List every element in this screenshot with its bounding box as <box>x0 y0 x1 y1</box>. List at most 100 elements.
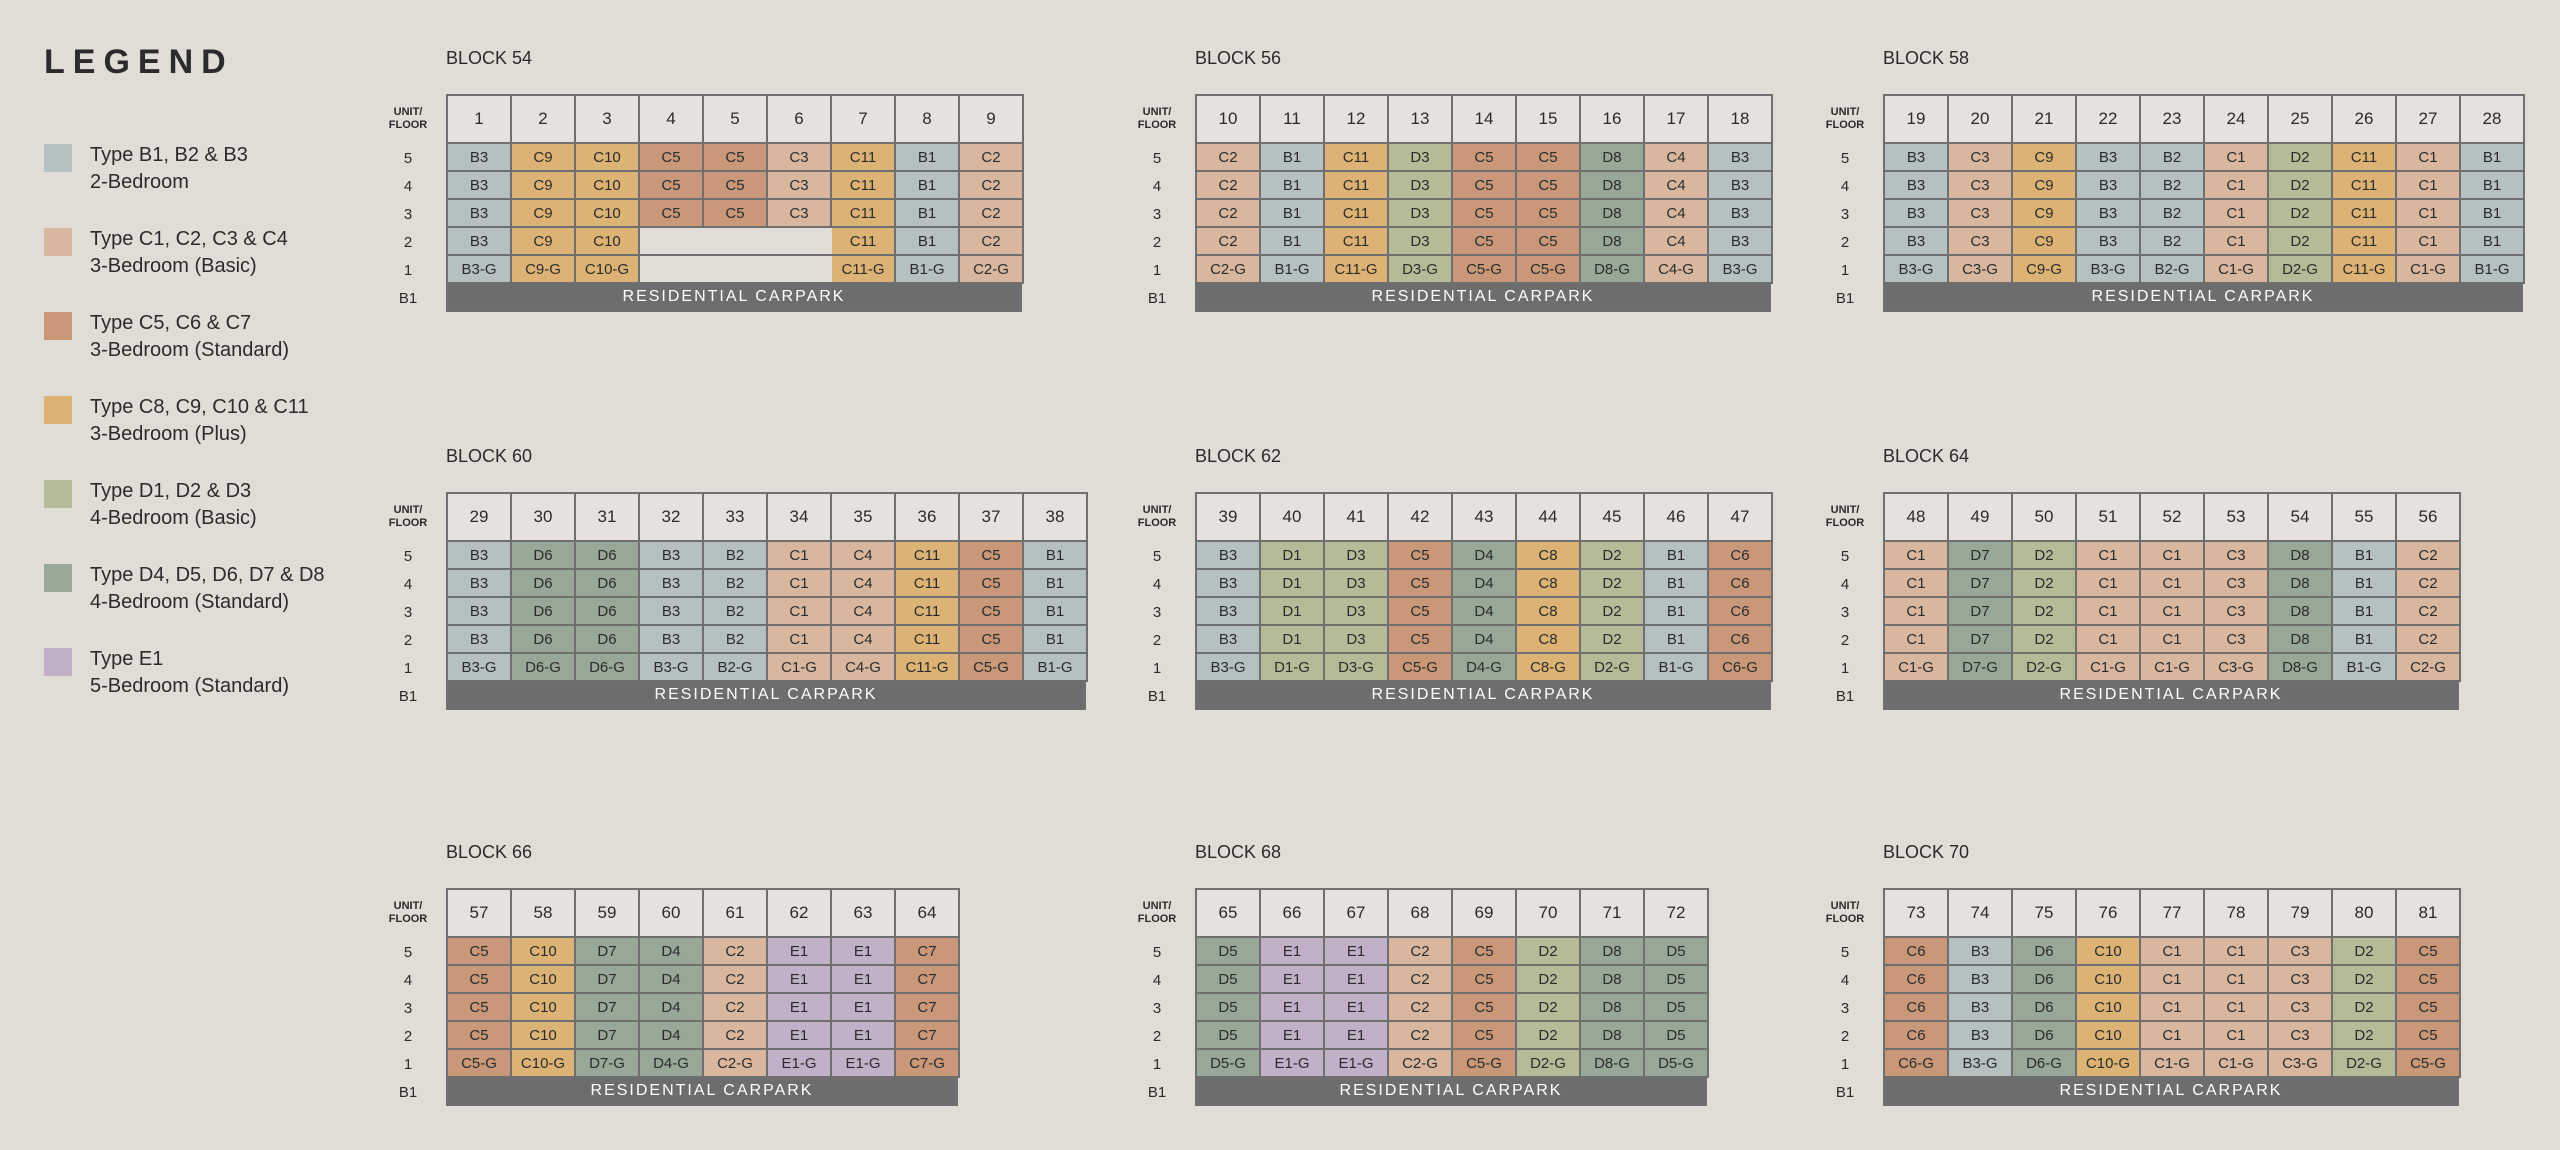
unit-cell: C3 <box>2205 598 2269 626</box>
unit-cell-ground: D3-G <box>1389 256 1453 284</box>
unit-cell: B3 <box>1949 994 2013 1022</box>
unit-cell: C5 <box>960 542 1024 570</box>
legend-bedroom-label: 3-Bedroom (Basic) <box>90 255 257 277</box>
legend-bedroom-label: 5-Bedroom (Standard) <box>90 675 289 697</box>
unit-cell-ground: C1-G <box>2205 256 2269 284</box>
unit-cell: C10 <box>576 228 640 256</box>
unit-cell: C3 <box>2269 1022 2333 1050</box>
unit-cell: E1 <box>1325 994 1389 1022</box>
unit-cell: C10 <box>2077 994 2141 1022</box>
unit-cell-ground: C5-G <box>1453 1050 1517 1078</box>
unit-cell: C5 <box>1453 200 1517 228</box>
unit-number: 52 <box>2141 492 2205 542</box>
unit-floor-label: UNIT/ FLOOR <box>1137 900 1177 925</box>
legend-type-label: Type D1, D2 & D3 <box>90 480 252 502</box>
floor-labels: UNIT/ FLOOR 5 4 3 2 1 B1 <box>1135 888 1179 1106</box>
unit-number: 23 <box>2141 94 2205 144</box>
unit-number: 80 <box>2333 888 2397 938</box>
unit-cell: B3 <box>1197 542 1261 570</box>
unit-cell: D8 <box>1581 172 1645 200</box>
unit-number: 25 <box>2269 94 2333 144</box>
unit-cell: D1 <box>1261 598 1325 626</box>
unit-cell: C7 <box>896 966 960 994</box>
void-cell <box>704 256 768 284</box>
unit-number: 22 <box>2077 94 2141 144</box>
legend-item-cb: Type C1, C2, C3 & C4 3-Bedroom (Basic) <box>44 226 344 282</box>
unit-cell-ground: D5-G <box>1645 1050 1709 1078</box>
unit-cell-ground: C1-G <box>768 654 832 682</box>
unit-cell: C2 <box>1197 200 1261 228</box>
unit-cell: D5 <box>1645 1022 1709 1050</box>
unit-number: 43 <box>1453 492 1517 542</box>
unit-cell-ground: C4-G <box>1645 256 1709 284</box>
floor-label: 2 <box>1840 631 1850 649</box>
unit-cell: C9 <box>2013 228 2077 256</box>
floor-label: 4 <box>1840 971 1850 989</box>
unit-cell: B1 <box>2461 172 2525 200</box>
unit-cell: B1 <box>1024 626 1088 654</box>
unit-number: 54 <box>2269 492 2333 542</box>
unit-grid: 73 74 75 76 77 78 79 80 81 C6 B3 D6 C10 C1 C1 C3 D2 C5 C6 B… <box>1883 888 2461 1078</box>
residential-carpark: RESIDENTIAL CARPARK <box>446 284 1022 312</box>
unit-number: 18 <box>1709 94 1773 144</box>
unit-number: 9 <box>960 94 1024 144</box>
unit-cell: C3 <box>2205 570 2269 598</box>
block-title: BLOCK 70 <box>1883 842 1970 862</box>
unit-cell: C6 <box>1885 994 1949 1022</box>
legend-type-label: Type C8, C9, C10 & C11 <box>90 396 309 418</box>
unit-cell: C11 <box>2333 228 2397 256</box>
floor-label: 3 <box>1840 205 1850 223</box>
unit-number: 15 <box>1517 94 1581 144</box>
unit-cell: E1 <box>832 938 896 966</box>
unit-cell-ground: D8-G <box>1581 1050 1645 1078</box>
unit-floor-label: UNIT/ FLOOR <box>1825 106 1865 131</box>
floor-label: 5 <box>1840 943 1850 961</box>
unit-cell: C5 <box>704 172 768 200</box>
unit-cell: E1 <box>768 1022 832 1050</box>
unit-cell-ground: C5-G <box>1453 256 1517 284</box>
unit-number: 65 <box>1197 888 1261 938</box>
unit-cell: C1 <box>2141 598 2205 626</box>
unit-cell: B2 <box>2141 172 2205 200</box>
unit-number: 8 <box>896 94 960 144</box>
unit-cell-ground: C3-G <box>2205 654 2269 682</box>
unit-cell: C3 <box>768 172 832 200</box>
legend-swatch <box>44 144 72 172</box>
floor-label: 4 <box>403 575 413 593</box>
unit-cell-ground: B1-G <box>1645 654 1709 682</box>
unit-number: 39 <box>1197 492 1261 542</box>
unit-cell: B3 <box>1885 200 1949 228</box>
unit-cell-ground: C2-G <box>1197 256 1261 284</box>
unit-cell: D2 <box>2269 228 2333 256</box>
unit-cell: D7 <box>1949 598 2013 626</box>
unit-cell-ground: C10-G <box>576 256 640 284</box>
floor-label: 2 <box>1152 1027 1162 1045</box>
unit-number: 40 <box>1261 492 1325 542</box>
unit-cell: B3 <box>1949 1022 2013 1050</box>
unit-cell: C7 <box>896 994 960 1022</box>
unit-cell: C2 <box>960 172 1024 200</box>
floor-label: 2 <box>403 233 413 251</box>
unit-cell: B3 <box>1197 626 1261 654</box>
unit-cell: B1 <box>2461 228 2525 256</box>
unit-cell: B1 <box>2333 598 2397 626</box>
unit-cell: D2 <box>1517 966 1581 994</box>
unit-cell: B3 <box>1949 966 2013 994</box>
legend-item-ds: Type D4, D5, D6, D7 & D8 4-Bedroom (Stand… <box>44 562 344 618</box>
unit-cell: D7 <box>1949 570 2013 598</box>
unit-number: 62 <box>768 888 832 938</box>
unit-cell-ground: D6-G <box>512 654 576 682</box>
unit-number: 71 <box>1581 888 1645 938</box>
unit-cell: C3 <box>1949 172 2013 200</box>
unit-cell: C1 <box>2141 570 2205 598</box>
unit-cell: D2 <box>2013 598 2077 626</box>
unit-cell: C2 <box>960 144 1024 172</box>
unit-cell: D4 <box>1453 598 1517 626</box>
unit-cell: C5 <box>960 626 1024 654</box>
void-cell <box>640 256 704 284</box>
floor-label: 5 <box>403 149 413 167</box>
floor-label: 4 <box>1152 177 1162 195</box>
unit-cell: C1 <box>1885 626 1949 654</box>
unit-number: 59 <box>576 888 640 938</box>
block-62: BLOCK 62 UNIT/ FLOOR 5 4 3 2 1 B1 39 40 41 42 43 44 45… <box>1138 446 1773 710</box>
